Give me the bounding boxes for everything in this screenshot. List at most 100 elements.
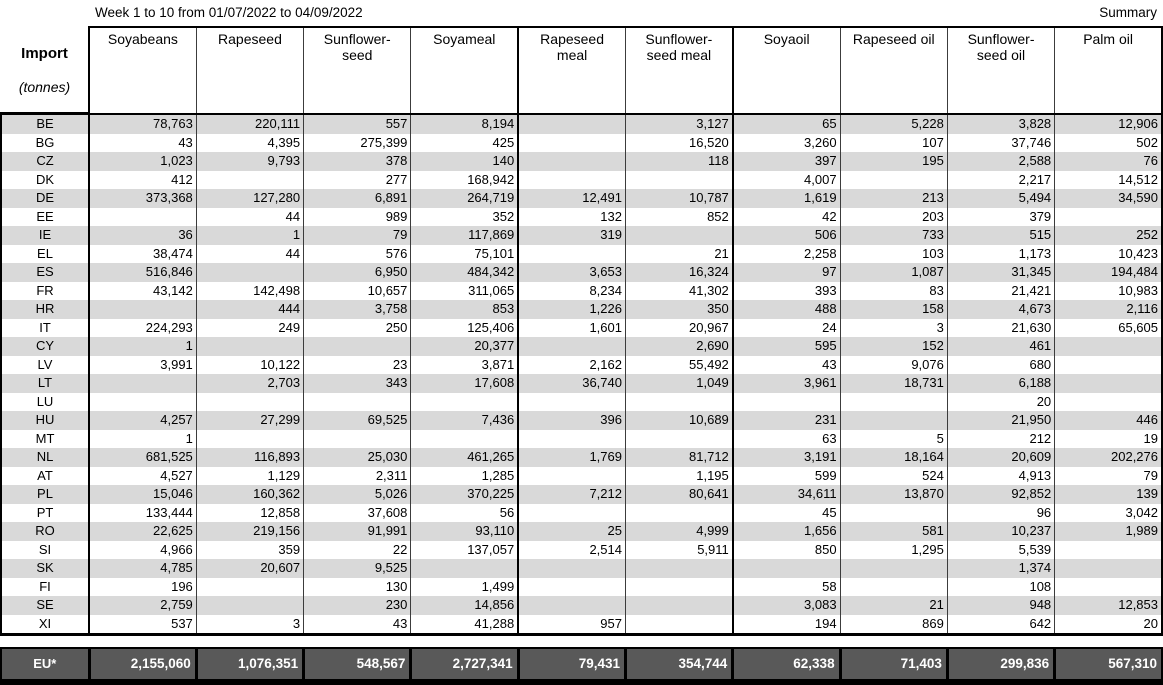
cell-ie-col5: 319: [517, 226, 626, 245]
cell-ie-col4: 117,869: [410, 226, 519, 245]
import-table: Import (tonnes) Soyabeans Rapeseed Sunflow…: [0, 26, 1163, 636]
cell-si-col8: 1,295: [839, 540, 948, 559]
table-row-cy: CY 1 20,377 2,690 595 152 461: [0, 337, 1163, 356]
table-row-fr: FR 43,142 142,498 10,657 311,065 8,234 41,302 3…: [0, 281, 1163, 300]
cell-hu-col10: 446: [1054, 411, 1163, 430]
cell-pl-col9: 92,852: [946, 485, 1055, 504]
cell-sk-col9: 1,374: [946, 559, 1055, 578]
cell-cz-col8: 195: [839, 152, 948, 171]
cell-hu-col3: 69,525: [303, 411, 411, 430]
page-title: Week 1 to 10 from 01/07/2022 to 04/09/20…: [95, 5, 363, 20]
cell-be-col2: 220,111: [195, 113, 304, 134]
cell-lt-col2: 2,703: [195, 374, 304, 393]
column-header-palm-oil: Palm oil: [1054, 26, 1163, 115]
cell-sk-col10: [1054, 559, 1163, 578]
column-header-rapeseed-meal: Rapeseed meal: [517, 26, 626, 115]
cell-si-col5: 2,514: [517, 540, 626, 559]
cell-fi-col7: 58: [731, 577, 841, 596]
cell-se-col7: 3,083: [731, 596, 841, 615]
country-code: NL: [0, 448, 89, 467]
table-row-dk: DK 412 277 168,942 4,007 2,217 14,512: [0, 170, 1163, 189]
summary-link[interactable]: Summary: [1099, 5, 1157, 20]
cell-nl-col5: 1,769: [517, 448, 626, 467]
cell-pl-col4: 370,225: [410, 485, 519, 504]
country-code: PT: [0, 503, 89, 522]
cell-dk-col9: 2,217: [946, 170, 1055, 189]
cell-dk-col3: 277: [303, 170, 411, 189]
cell-se-col10: 12,853: [1054, 596, 1163, 615]
country-code: BG: [0, 133, 89, 152]
column-header-sunflower-seed: Sunflower- seed: [303, 26, 411, 115]
cell-it-col2: 249: [195, 318, 304, 337]
cell-pt-col5: [517, 503, 626, 522]
cell-es-col2: [195, 263, 304, 282]
cell-ie-col6: [624, 226, 733, 245]
cell-ie-col3: 79: [303, 226, 411, 245]
cell-it-col10: 65,605: [1054, 318, 1163, 337]
cell-de-col7: 1,619: [731, 189, 841, 208]
column-header-soyameal: Soyameal: [410, 26, 519, 115]
cell-lu-col1: [87, 392, 197, 411]
table-row-pl: PL 15,046 160,362 5,026 370,225 7,212 80,641 34…: [0, 485, 1163, 504]
cell-nl-col9: 20,609: [946, 448, 1055, 467]
table-row-lv: LV 3,991 10,122 23 3,871 2,162 55,492 43 9,076 68…: [0, 355, 1163, 374]
cell-be-col7: 65: [731, 113, 841, 134]
cell-bg-col5: [517, 133, 626, 152]
cell-be-col10: 12,906: [1054, 113, 1163, 134]
cell-pl-col1: 15,046: [87, 485, 197, 504]
cell-se-col2: [195, 596, 304, 615]
cell-el-col9: 1,173: [946, 244, 1055, 263]
cell-xi-col10: 20: [1054, 614, 1163, 636]
cell-fr-col2: 142,498: [195, 281, 304, 300]
cell-lv-col7: 43: [731, 355, 841, 374]
table-total-gap: [0, 636, 1163, 647]
cell-pl-col8: 13,870: [839, 485, 948, 504]
cell-fr-col10: 10,983: [1054, 281, 1163, 300]
table-row-at: AT 4,527 1,129 2,311 1,285 1,195 599 524 4,913 79: [0, 466, 1163, 485]
cell-es-col7: 97: [731, 263, 841, 282]
cell-de-col10: 34,590: [1054, 189, 1163, 208]
cell-ie-col8: 733: [839, 226, 948, 245]
cell-dk-col2: [195, 170, 304, 189]
cell-el-col2: 44: [195, 244, 304, 263]
cell-hr-col3: 3,758: [303, 300, 411, 319]
cell-si-col3: 22: [303, 540, 411, 559]
cell-sk-col2: 20,607: [195, 559, 304, 578]
cell-at-col10: 79: [1054, 466, 1163, 485]
cell-xi-col4: 41,288: [410, 614, 519, 636]
cell-cz-col5: [517, 152, 626, 171]
cell-lu-col9: 20: [946, 392, 1055, 411]
table-row-bg: BG 43 4,395 275,399 425 16,520 3,260 107 37,746 5…: [0, 133, 1163, 152]
cell-mt-col10: 19: [1054, 429, 1163, 448]
cell-dk-col6: [624, 170, 733, 189]
table-row-ro: RO 22,625 219,156 91,991 93,110 25 4,999 1,656 5…: [0, 522, 1163, 541]
cell-at-col6: 1,195: [624, 466, 733, 485]
cell-mt-col7: 63: [731, 429, 841, 448]
cell-cy-col4: 20,377: [410, 337, 519, 356]
import-tonnes-header: Import (tonnes): [1, 27, 89, 115]
cell-ro-col6: 4,999: [624, 522, 733, 541]
top-bar: Week 1 to 10 from 01/07/2022 to 04/09/20…: [0, 0, 1163, 26]
cell-at-col3: 2,311: [303, 466, 411, 485]
cell-ro-col7: 1,656: [731, 522, 841, 541]
table-row-de: DE 373,368 127,280 6,891 264,719 12,491 10,787…: [0, 189, 1163, 208]
cell-pl-col6: 80,641: [624, 485, 733, 504]
cell-se-col1: 2,759: [87, 596, 197, 615]
cell-hu-col8: [839, 411, 948, 430]
cell-se-col4: 14,856: [410, 596, 519, 615]
import-table-body: BE 78,763 220,111 557 8,194 3,127 65 5,228 3,828…: [0, 113, 1163, 636]
table-row-nl: NL 681,525 116,893 25,030 461,265 1,769 81,712…: [0, 448, 1163, 467]
cell-hr-col5: 1,226: [517, 300, 626, 319]
cell-be-col5: [517, 113, 626, 134]
cell-ro-col2: 219,156: [195, 522, 304, 541]
cell-bg-col7: 3,260: [731, 133, 841, 152]
cell-bg-col8: 107: [839, 133, 948, 152]
country-code: IE: [0, 226, 89, 245]
cell-be-col1: 78,763: [87, 113, 197, 134]
cell-cy-col9: 461: [946, 337, 1055, 356]
cell-lu-col4: [410, 392, 519, 411]
eu-total-col6: 354,744: [623, 648, 733, 682]
cell-lv-col3: 23: [303, 355, 411, 374]
country-code: DE: [0, 189, 89, 208]
country-code: PL: [0, 485, 89, 504]
